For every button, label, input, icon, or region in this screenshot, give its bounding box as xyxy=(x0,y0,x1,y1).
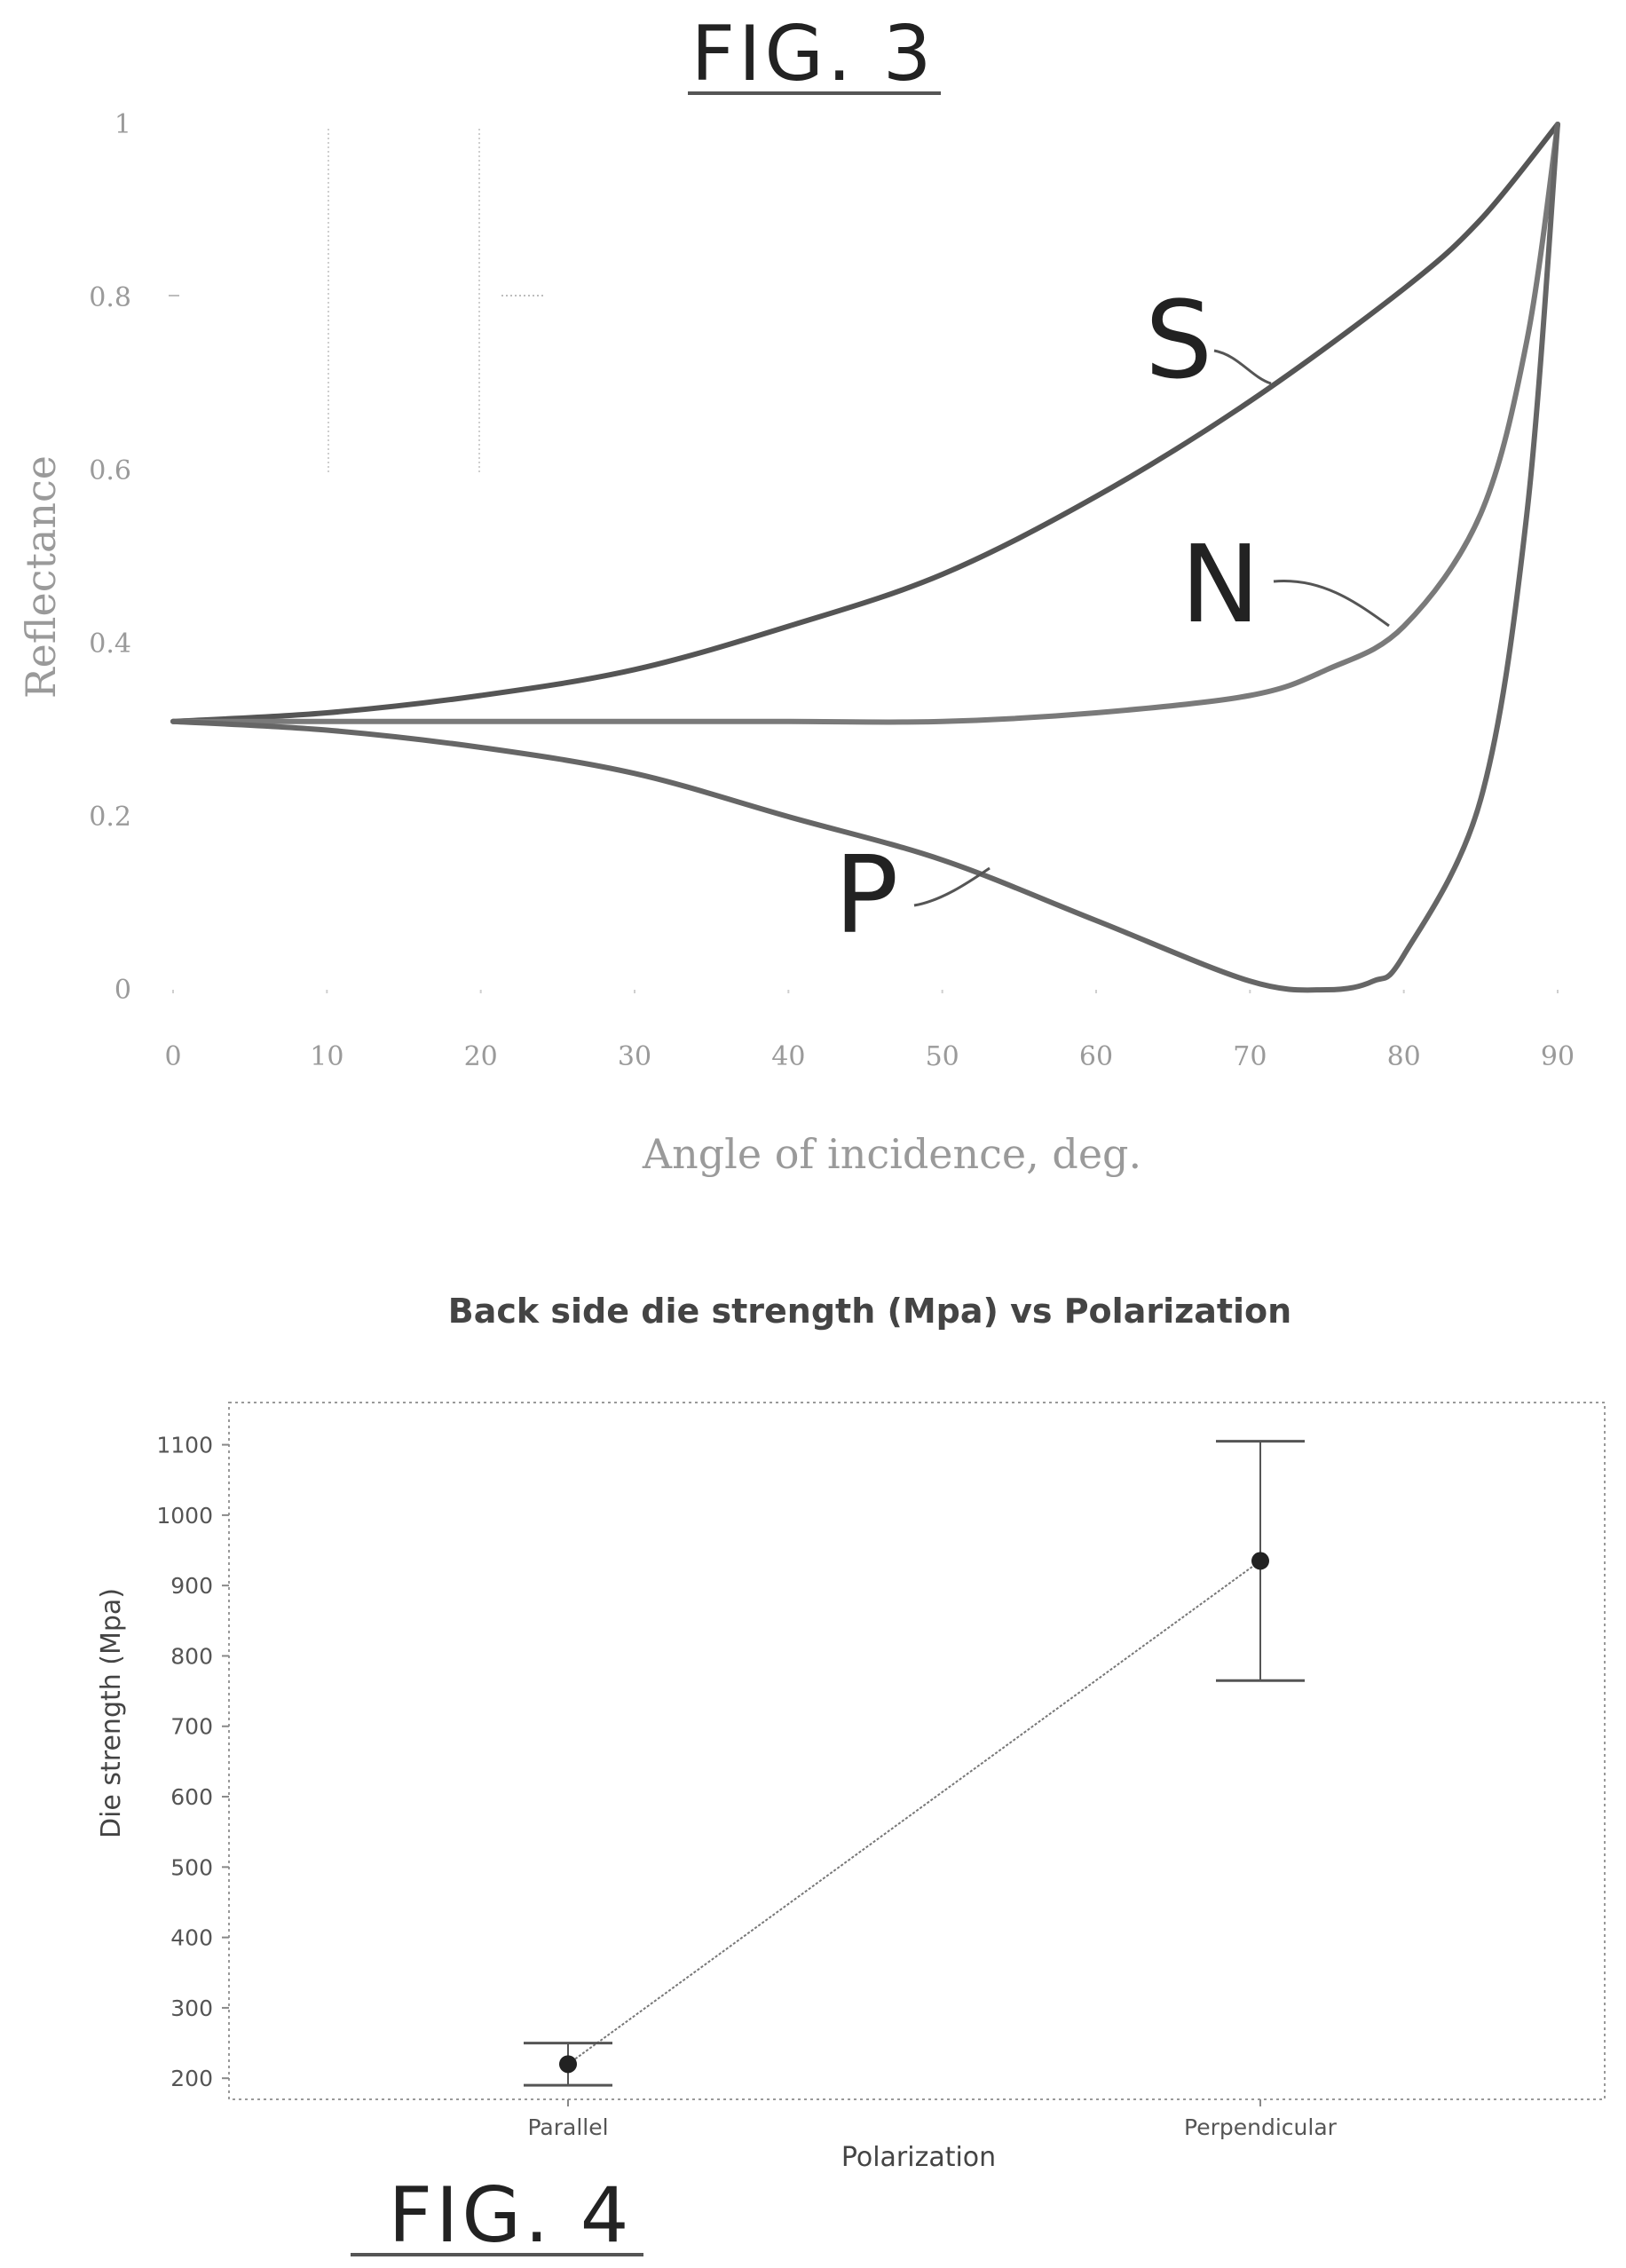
fig4-x-axis-title: Polarization xyxy=(841,2142,996,2173)
fig3-leader-p xyxy=(913,866,991,907)
fig3-ticks: 0 10 20 30 40 50 60 70 80 90 0 0.2 0.4 0.6 0.8 1 xyxy=(89,109,1575,1072)
fig3-caption: FIG. 3 xyxy=(691,10,935,99)
fig4-y-tick-label: 300 xyxy=(170,1995,213,2021)
fig3-label-p: P xyxy=(834,834,898,958)
fig3-x-tick-label: 10 xyxy=(310,1041,343,1072)
fig3-y-tick-label: 0.4 xyxy=(89,628,131,660)
fig4-y-tick-label: 200 xyxy=(170,2066,213,2091)
fig4-y-tick-label: 500 xyxy=(170,1854,213,1880)
fig3-x-axis-title: Angle of incidence, deg. xyxy=(642,1130,1141,1178)
fig3-y-axis-title: Reflectance xyxy=(17,455,65,699)
fig3-label-s: S xyxy=(1145,280,1212,403)
fig4-y-tick-label: 800 xyxy=(170,1643,213,1669)
fig3-label-n: N xyxy=(1180,524,1260,647)
fig3-curve-n xyxy=(170,122,1560,725)
fig4-plot-frame xyxy=(228,1402,1606,2100)
fig4-chart-title: Back side die strength (Mpa) vs Polariza… xyxy=(448,1292,1291,1331)
fig3-x-tick-label: 70 xyxy=(1233,1041,1267,1072)
fig3-y-tick-label: 1 xyxy=(114,109,131,140)
fig4-y-tick-label: 1100 xyxy=(156,1433,213,1458)
fig4-y-tick-label: 700 xyxy=(170,1714,213,1740)
fig3-y-tick-label: 0 xyxy=(114,975,131,1006)
fig4-marks xyxy=(524,1440,1305,2087)
fig3-y-tick-label: 0.8 xyxy=(89,282,131,313)
fig3-curve-p xyxy=(170,122,1560,993)
fig3-curves xyxy=(170,122,1560,993)
fig4: Back side die strength (Mpa) vs Polariza… xyxy=(96,1292,1606,2260)
fig4-y-axis-title: Die strength (Mpa) xyxy=(96,1588,127,1838)
fig3-x-tick-label: 50 xyxy=(926,1041,959,1072)
fig3-x-tick-label: 80 xyxy=(1387,1041,1421,1072)
fig4-y-tick-label: 400 xyxy=(170,1925,213,1951)
fig3-x-tick-label: 60 xyxy=(1079,1041,1113,1072)
fig3: FIG. 3 Reflectance Angle of incidence, d… xyxy=(17,10,1575,1178)
fig3-y-tick-label: 0.6 xyxy=(89,455,131,486)
fig3-curve-s xyxy=(170,122,1560,724)
fig3-x-tick-label: 90 xyxy=(1541,1041,1575,1072)
fig4-y-tick-label: 600 xyxy=(170,1784,213,1810)
fig4-mean-connector xyxy=(567,1560,1261,2066)
fig3-x-tick-label: 40 xyxy=(771,1041,805,1072)
fig4-y-tick-label: 900 xyxy=(170,1573,213,1599)
fig3-x-tick-label: 30 xyxy=(618,1041,651,1072)
fig4-x-tick-label: Parallel xyxy=(527,2114,608,2140)
fig4-mean-point xyxy=(559,2055,577,2074)
fig4-y-tick-label: 1000 xyxy=(156,1503,213,1529)
fig4-ticks: 200 300 400 500 600 700 800 900 1000 1100 Parallel… xyxy=(156,1433,1337,2140)
fig3-x-tick-label: 0 xyxy=(164,1041,181,1072)
fig3-x-tick-label: 20 xyxy=(464,1041,498,1072)
fig4-mean-point xyxy=(1251,1552,1269,1570)
fig3-leader-s xyxy=(1213,349,1272,385)
fig4-caption: FIG. 4 xyxy=(389,2171,633,2260)
fig3-leader-n xyxy=(1273,579,1390,628)
fig4-x-tick-label: Perpendicular xyxy=(1184,2114,1338,2140)
fig3-y-tick-label: 0.2 xyxy=(89,802,131,833)
